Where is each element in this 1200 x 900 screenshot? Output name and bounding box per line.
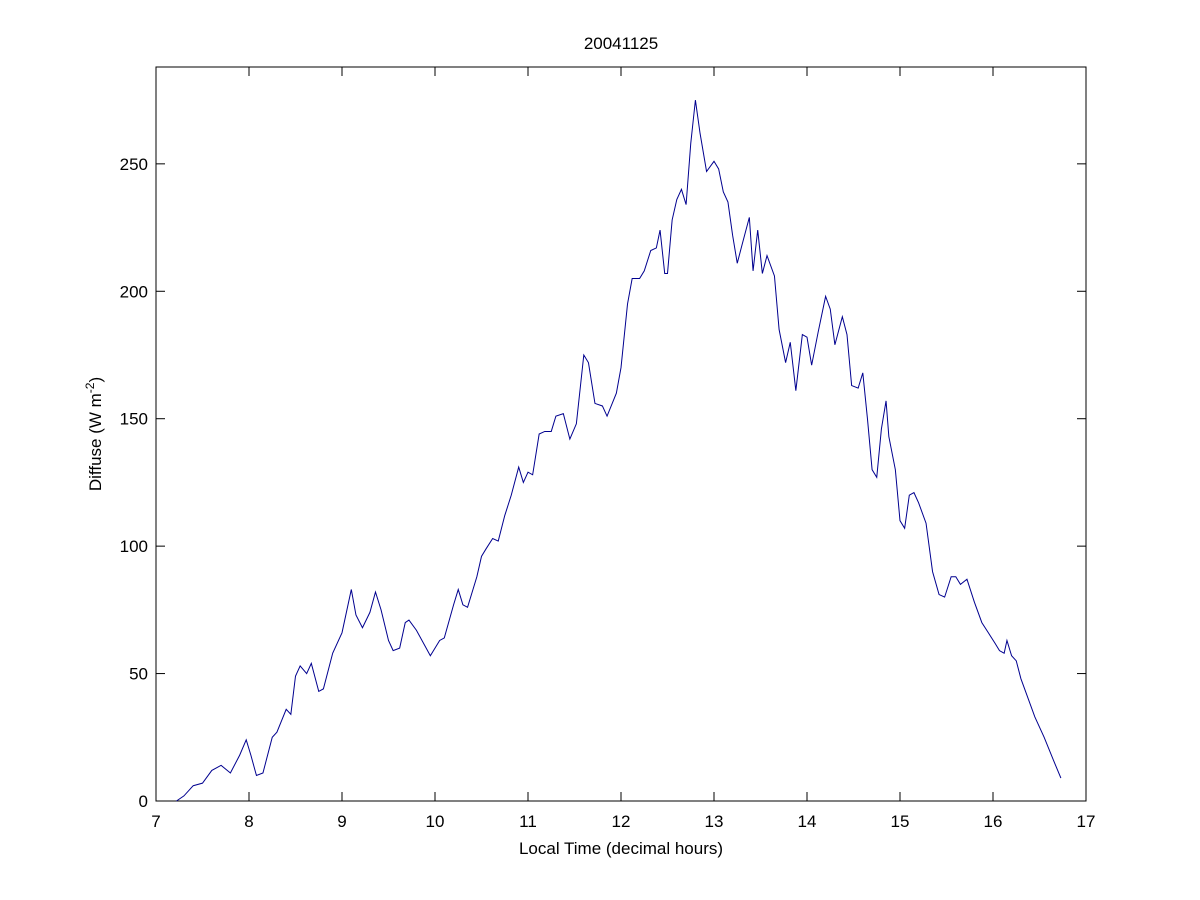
- x-tick-label: 10: [426, 812, 445, 831]
- y-tick-label: 50: [129, 665, 148, 684]
- y-tick-label: 100: [120, 537, 148, 556]
- x-tick-label: 16: [984, 812, 1003, 831]
- y-tick-label: 0: [139, 792, 148, 811]
- x-tick-label: 9: [337, 812, 346, 831]
- x-tick-label: 17: [1077, 812, 1096, 831]
- y-tick-label: 250: [120, 155, 148, 174]
- chart-title: 20041125: [584, 34, 658, 53]
- data-line: [176, 100, 1062, 802]
- x-tick-label: 12: [612, 812, 631, 831]
- y-axis-label-part: Diffuse (W m: [86, 393, 105, 491]
- y-axis-label-superscript: -2: [83, 382, 97, 393]
- x-tick-label: 7: [151, 812, 160, 831]
- y-axis-label: Diffuse (W m-2): [83, 377, 105, 491]
- y-tick-label: 200: [120, 282, 148, 301]
- x-tick-label: 15: [891, 812, 910, 831]
- y-axis-label-part: ): [86, 377, 105, 383]
- x-axis-label: Local Time (decimal hours): [519, 839, 723, 858]
- y-tick-label: 150: [120, 410, 148, 429]
- x-tick-label: 11: [519, 812, 537, 831]
- x-tick-label: 8: [244, 812, 253, 831]
- x-tick-label: 13: [705, 812, 724, 831]
- x-tick-label: 14: [798, 812, 817, 831]
- plot-area: [155, 66, 1087, 802]
